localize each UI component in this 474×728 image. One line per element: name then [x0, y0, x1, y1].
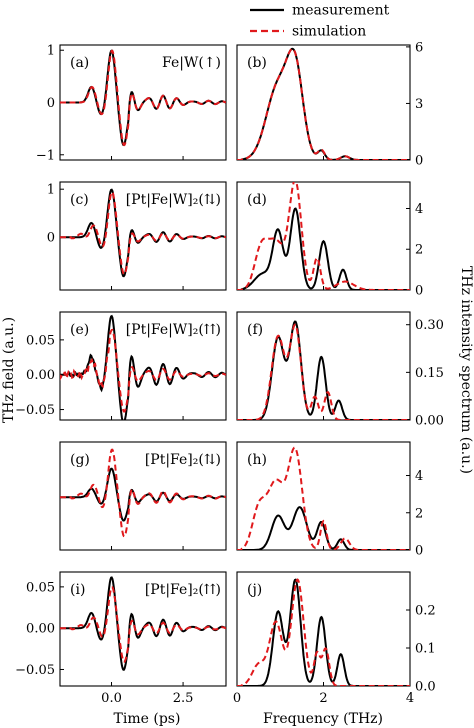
y-tick-label: 0.00 — [415, 414, 444, 429]
panel-label: (c) — [70, 192, 89, 208]
panel-label: (a) — [70, 55, 89, 71]
panel-title: [Pt|Fe|W]₂(⇅) — [126, 192, 221, 208]
panel-label: (d) — [247, 192, 267, 208]
simulation-line — [60, 448, 226, 538]
panel-g: (g) [Pt|Fe]₂(⇅) — [59, 441, 227, 551]
y-tick-label: 2 — [415, 506, 423, 521]
y-tick-label: 0.0 — [415, 680, 436, 695]
panel-label: (g) — [70, 452, 90, 468]
legend-simulation-label: simulation — [292, 24, 366, 40]
right-y-axis-label: THz intensity spectrum (a.u.) — [458, 266, 474, 474]
panel-h: 4 2 0 (h) — [236, 441, 423, 559]
measurement-line — [60, 467, 226, 522]
panel-b: 6 3 0 (b) — [236, 40, 423, 169]
panel-label: (b) — [247, 55, 267, 71]
simulation-line — [237, 47, 410, 160]
y-tick-label: 0.1 — [415, 642, 436, 657]
axes-frame — [59, 441, 227, 551]
panel-label: (e) — [70, 322, 89, 338]
panel-title: [Pt|Fe]₂(⇈) — [145, 582, 221, 598]
y-tick-label: 0.2 — [415, 604, 436, 619]
panels: 1 0 −1 (a) Fe|W(↑) 6 3 0 (b) 1 0 (c) [Pt|Fe|W]₂(⇅) 4 2… — [15, 40, 444, 706]
y-tick-label: 0 — [415, 284, 423, 299]
axes-frame — [59, 311, 227, 421]
measurement-line — [237, 506, 410, 550]
y-tick-label: 1 — [47, 44, 55, 59]
left-y-axis-label: THz field (a.u.) — [1, 317, 17, 423]
y-tick-label: 4 — [415, 202, 423, 217]
simulation-line — [60, 586, 226, 663]
simulation-line — [237, 323, 410, 420]
simulation-line — [60, 328, 226, 413]
panel-d: 4 2 0 (d) — [236, 181, 423, 299]
panel-title: [Pt|Fe]₂(⇅) — [145, 452, 221, 468]
frequency-x-axis-label: Frequency (THz) — [263, 711, 383, 727]
y-tick-label: −1 — [36, 148, 55, 163]
x-tick-label: 4 — [406, 691, 414, 706]
simulation-line — [60, 191, 226, 276]
x-tick-label: 2 — [319, 691, 327, 706]
panel-e: 0.05 0.00 −0.05 (e) [Pt|Fe|W]₂(⇈) — [15, 311, 227, 421]
panel-c: 1 0 (c) [Pt|Fe|W]₂(⇅) — [47, 181, 227, 291]
panel-i: 0.0 2.5 0.05 0.00 −0.05 (i) [Pt|Fe]₂(⇈) — [15, 571, 227, 706]
y-tick-label: 4 — [415, 469, 423, 484]
y-tick-label: 0 — [415, 154, 423, 169]
panel-j: 0 2 4 0.2 0.1 0.0 (j) — [233, 571, 436, 706]
y-tick-label: 0.30 — [415, 318, 444, 333]
y-tick-label: 2 — [415, 243, 423, 258]
panel-label: (j) — [247, 582, 262, 598]
y-tick-label: 1 — [47, 183, 55, 198]
x-tick-label: 0.0 — [101, 691, 122, 706]
legend-measurement-label: measurement — [292, 3, 390, 19]
panel-a: 1 0 −1 (a) Fe|W(↑) — [36, 44, 227, 163]
y-tick-label: 0.05 — [26, 333, 55, 348]
simulation-line — [237, 446, 410, 550]
y-tick-label: 0 — [415, 544, 423, 559]
axes-frame — [59, 181, 227, 291]
simulation-line — [237, 182, 410, 290]
panel-f: 0.30 0.15 0.00 (f) — [236, 311, 444, 429]
panel-label: (i) — [70, 582, 85, 598]
y-tick-label: 0 — [47, 231, 55, 246]
y-tick-label: 0 — [47, 96, 55, 111]
y-tick-label: 0.00 — [26, 622, 55, 637]
y-tick-label: −0.05 — [15, 403, 55, 418]
simulation-line — [60, 49, 226, 146]
y-tick-label: 0.05 — [26, 580, 55, 595]
legend: measurement simulation — [250, 3, 390, 40]
y-tick-label: 0.00 — [26, 368, 55, 383]
panel-label: (f) — [247, 322, 263, 338]
y-tick-label: 6 — [415, 40, 423, 55]
x-tick-label: 2.5 — [173, 691, 194, 706]
y-tick-label: 0.15 — [415, 366, 444, 381]
panel-title: Fe|W(↑) — [162, 55, 221, 71]
y-tick-label: 3 — [415, 97, 423, 112]
measurement-line — [237, 578, 410, 686]
panel-label: (h) — [247, 452, 267, 468]
y-tick-label: −0.05 — [15, 663, 55, 678]
measurement-line — [237, 207, 410, 290]
x-tick-label: 0 — [233, 691, 241, 706]
panel-title: [Pt|Fe|W]₂(⇈) — [126, 322, 221, 338]
time-x-axis-label: Time (ps) — [114, 711, 181, 727]
